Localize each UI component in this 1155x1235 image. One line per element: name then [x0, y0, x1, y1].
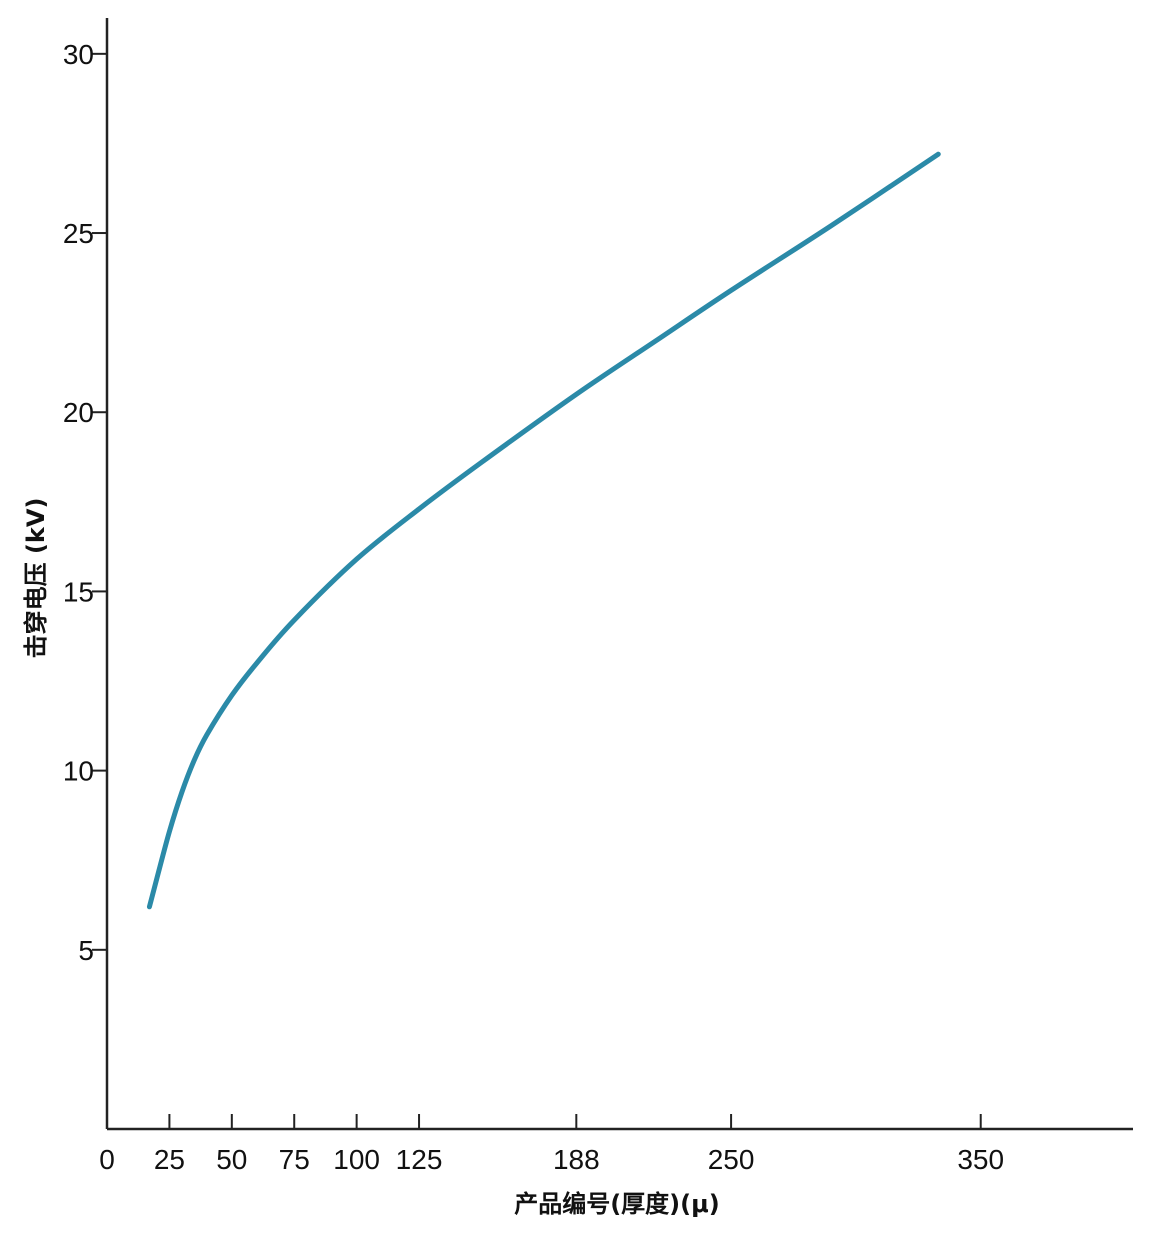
x-tick-label: 350	[957, 1144, 1004, 1175]
x-tick-label: 250	[708, 1144, 755, 1175]
y-axis-title: 击穿电压 (kV)	[22, 498, 50, 659]
x-tick-label: 100	[333, 1144, 380, 1175]
x-tick-label: 188	[553, 1144, 600, 1175]
y-tick-label: 5	[78, 935, 94, 966]
y-tick-label: 20	[63, 397, 94, 428]
y-axis-ticks: 5 10 15 20 25 30	[63, 39, 107, 966]
y-tick-label: 15	[63, 576, 94, 607]
y-tick-label: 25	[63, 218, 94, 249]
x-axis-title: 产品编号(厚度)(μ)	[514, 1190, 720, 1218]
series-layer	[146, 151, 941, 910]
series-line-0	[146, 151, 941, 910]
y-tick-label: 30	[63, 39, 94, 70]
x-tick-label: 125	[396, 1144, 443, 1175]
x-tick-label: 0	[99, 1144, 115, 1175]
x-axis-ticks: 0 25 50 75 100 125 188 250 350	[99, 1114, 1004, 1175]
x-tick-label: 75	[279, 1144, 310, 1175]
y-tick-label: 10	[63, 756, 94, 787]
x-tick-label: 25	[154, 1144, 185, 1175]
axes	[105, 18, 1133, 1131]
x-tick-label: 50	[216, 1144, 247, 1175]
